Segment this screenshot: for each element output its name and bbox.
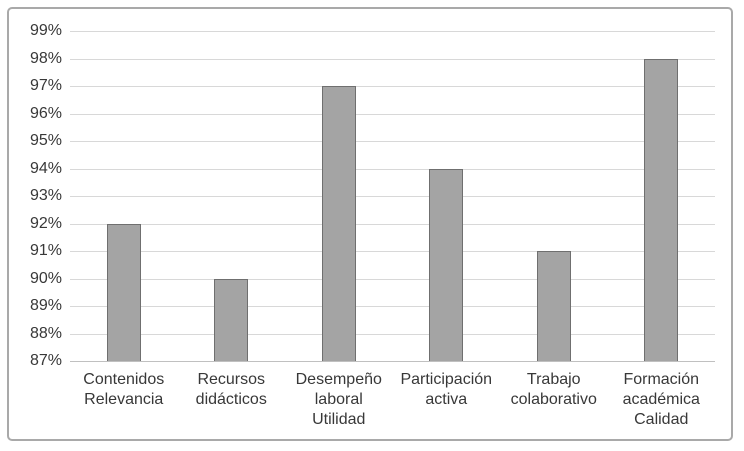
y-axis-tick-label: 88% (29, 324, 62, 342)
y-axis-tick-label: 99% (29, 22, 62, 39)
y-axis-tick-label: 92% (29, 214, 62, 232)
bar (536, 251, 571, 361)
y-axis-tick-label: 89% (29, 297, 62, 314)
gridline (70, 223, 715, 225)
y-axis-tick-label: 93% (29, 187, 62, 204)
gridline (70, 168, 715, 170)
x-axis-category-label: Participación activa (400, 371, 493, 408)
bar (321, 86, 356, 361)
gridline (70, 196, 715, 197)
gridline (70, 278, 715, 280)
bar (214, 278, 249, 361)
y-axis-tick-label: 95% (29, 132, 62, 149)
x-axis-category-label: Desempeño laboral Utilidad (295, 371, 382, 428)
bar (106, 223, 141, 361)
gridline (70, 58, 715, 60)
gridline (70, 306, 715, 307)
y-axis-tick-label: 87% (29, 352, 62, 369)
gridline (70, 113, 715, 115)
gridline (70, 333, 715, 335)
bar (429, 168, 464, 361)
gridline (70, 86, 715, 87)
x-axis-line (70, 361, 715, 362)
bar (644, 58, 679, 361)
y-axis-tick-label: 94% (29, 159, 62, 177)
y-axis-tick-label: 97% (29, 77, 62, 94)
gridline (70, 141, 715, 142)
y-axis-tick-label: 96% (29, 104, 62, 122)
x-axis-category-label: Trabajo colaborativo (510, 371, 597, 408)
y-axis-tick-label: 91% (29, 242, 62, 259)
gridline (70, 31, 715, 32)
y-axis-tick-label: 98% (29, 49, 62, 67)
y-axis-tick-label: 90% (29, 269, 62, 287)
gridline (70, 251, 715, 252)
x-axis-category-label: Formación académica Calidad (622, 371, 700, 428)
x-axis-category-label: Recursos didácticos (195, 371, 267, 408)
x-axis-category-label: Contenidos Relevancia (83, 371, 165, 408)
